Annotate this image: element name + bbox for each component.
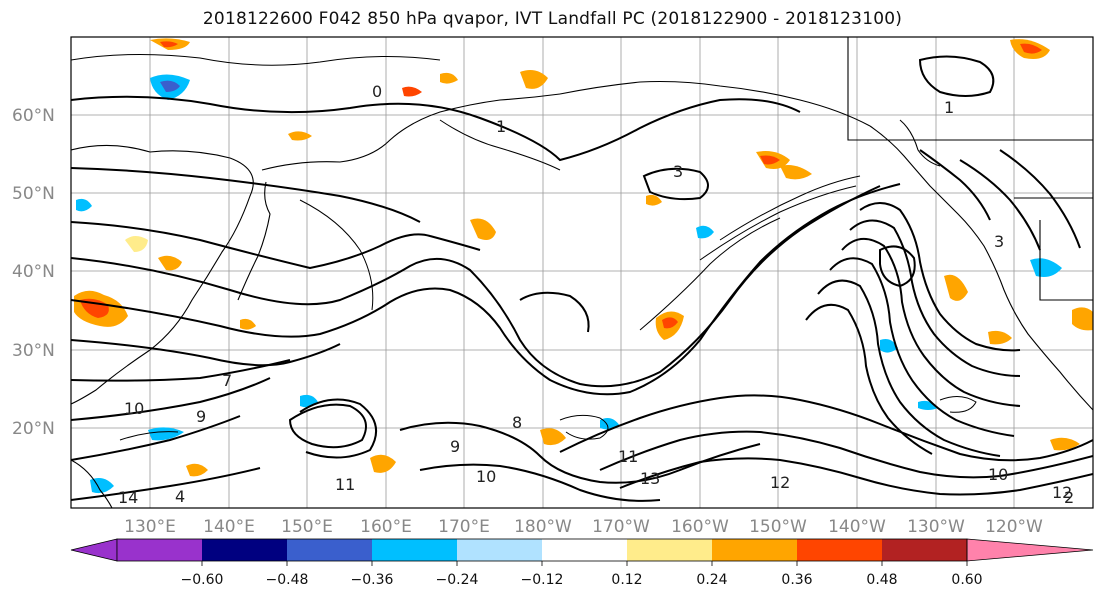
- contour-label: 1: [944, 98, 954, 117]
- lat-label: 30°N: [12, 341, 55, 361]
- lon-label: 150°E: [281, 517, 333, 537]
- graticule: [71, 37, 1093, 508]
- contour-label: 14: [118, 488, 138, 507]
- colorbar: −0.60 −0.48 −0.36 −0.24 −0.12 0.12 0.24 …: [70, 538, 1094, 588]
- colorbar-segment: [542, 539, 627, 561]
- colorbar-segment: [882, 539, 967, 561]
- colorbar-tick-label: 0.60: [951, 572, 982, 588]
- latitude-labels: 60°N 50°N 40°N 30°N 20°N: [12, 106, 55, 439]
- colorbar-segment: [287, 539, 372, 561]
- colorbar-tick-label: −0.24: [436, 572, 479, 588]
- colorbar-tick-label: −0.36: [351, 572, 394, 588]
- contour-label: 11: [335, 475, 355, 494]
- lat-label: 20°N: [12, 419, 55, 439]
- contour-label: 10: [988, 465, 1008, 484]
- lat-label: 60°N: [12, 106, 55, 126]
- contour-labels: 0 1 1 3 3 4 14 11 10 9 8 12 11 10 9 13 1…: [118, 82, 1074, 507]
- colorbar-segment: [372, 539, 457, 561]
- colorbar-tick-label: 0.24: [696, 572, 727, 588]
- colorbar-segment: [117, 539, 202, 561]
- lat-label: 50°N: [12, 184, 55, 204]
- colorbar-tick-label: −0.48: [266, 572, 309, 588]
- lon-label: 170°W: [592, 517, 650, 537]
- contour-label: 1: [496, 117, 506, 136]
- lon-label: 140°E: [203, 517, 255, 537]
- lon-label: 130°W: [907, 517, 965, 537]
- coastlines: [71, 37, 1093, 508]
- map-frame: [70, 36, 1094, 509]
- lon-label: 180°W: [514, 517, 572, 537]
- contour-label: 9: [196, 407, 206, 426]
- lon-label: 140°W: [828, 517, 886, 537]
- colorbar-tick-label: 0.12: [611, 572, 642, 588]
- lon-label: 120°W: [985, 517, 1043, 537]
- map-title: 2018122600 F042 850 hPa qvapor, IVT Land…: [202, 9, 903, 29]
- contour-label: 3: [673, 162, 683, 181]
- contour-label: 7: [222, 371, 232, 390]
- contour-label: 12: [770, 473, 790, 492]
- colorbar-segment: [457, 539, 542, 561]
- contour-label: 9: [450, 437, 460, 456]
- colorbar-segment: [202, 539, 287, 561]
- colorbar-tick-label: 0.48: [866, 572, 897, 588]
- contour-label: 12: [1052, 483, 1072, 502]
- colorbar-extend-left: [70, 538, 118, 562]
- contour-label: 10: [124, 399, 144, 418]
- colorbar-segment: [712, 539, 797, 561]
- contour-label: 13: [640, 469, 660, 488]
- qvapor-shading: [74, 38, 1093, 494]
- colorbar-tick-label: −0.60: [181, 572, 224, 588]
- lon-label: 170°E: [438, 517, 490, 537]
- lon-label: 160°W: [671, 517, 729, 537]
- lon-label: 150°W: [749, 517, 807, 537]
- contour-label: 2: [1064, 488, 1074, 507]
- colorbar-tick-label: −0.12: [521, 572, 564, 588]
- contour-label: 8: [512, 413, 522, 432]
- ivt-contours: [71, 55, 1093, 502]
- lon-label: 130°E: [124, 517, 176, 537]
- contour-label: 4: [175, 487, 185, 506]
- contour-label: 10: [476, 467, 496, 486]
- lat-label: 40°N: [12, 262, 55, 282]
- colorbar-segment: [627, 539, 712, 561]
- colorbar-extend-right: [966, 538, 1094, 562]
- contour-label: 11: [618, 447, 638, 466]
- contour-label: 0: [372, 82, 382, 101]
- contour-label: 3: [994, 232, 1004, 251]
- qvapor-contours: [71, 53, 977, 441]
- lon-label: 160°E: [360, 517, 412, 537]
- longitude-labels: 130°E 140°E 150°E 160°E 170°E 180°W 170°…: [124, 517, 1043, 537]
- colorbar-tick-label: 0.36: [781, 572, 812, 588]
- colorbar-segment: [797, 539, 882, 561]
